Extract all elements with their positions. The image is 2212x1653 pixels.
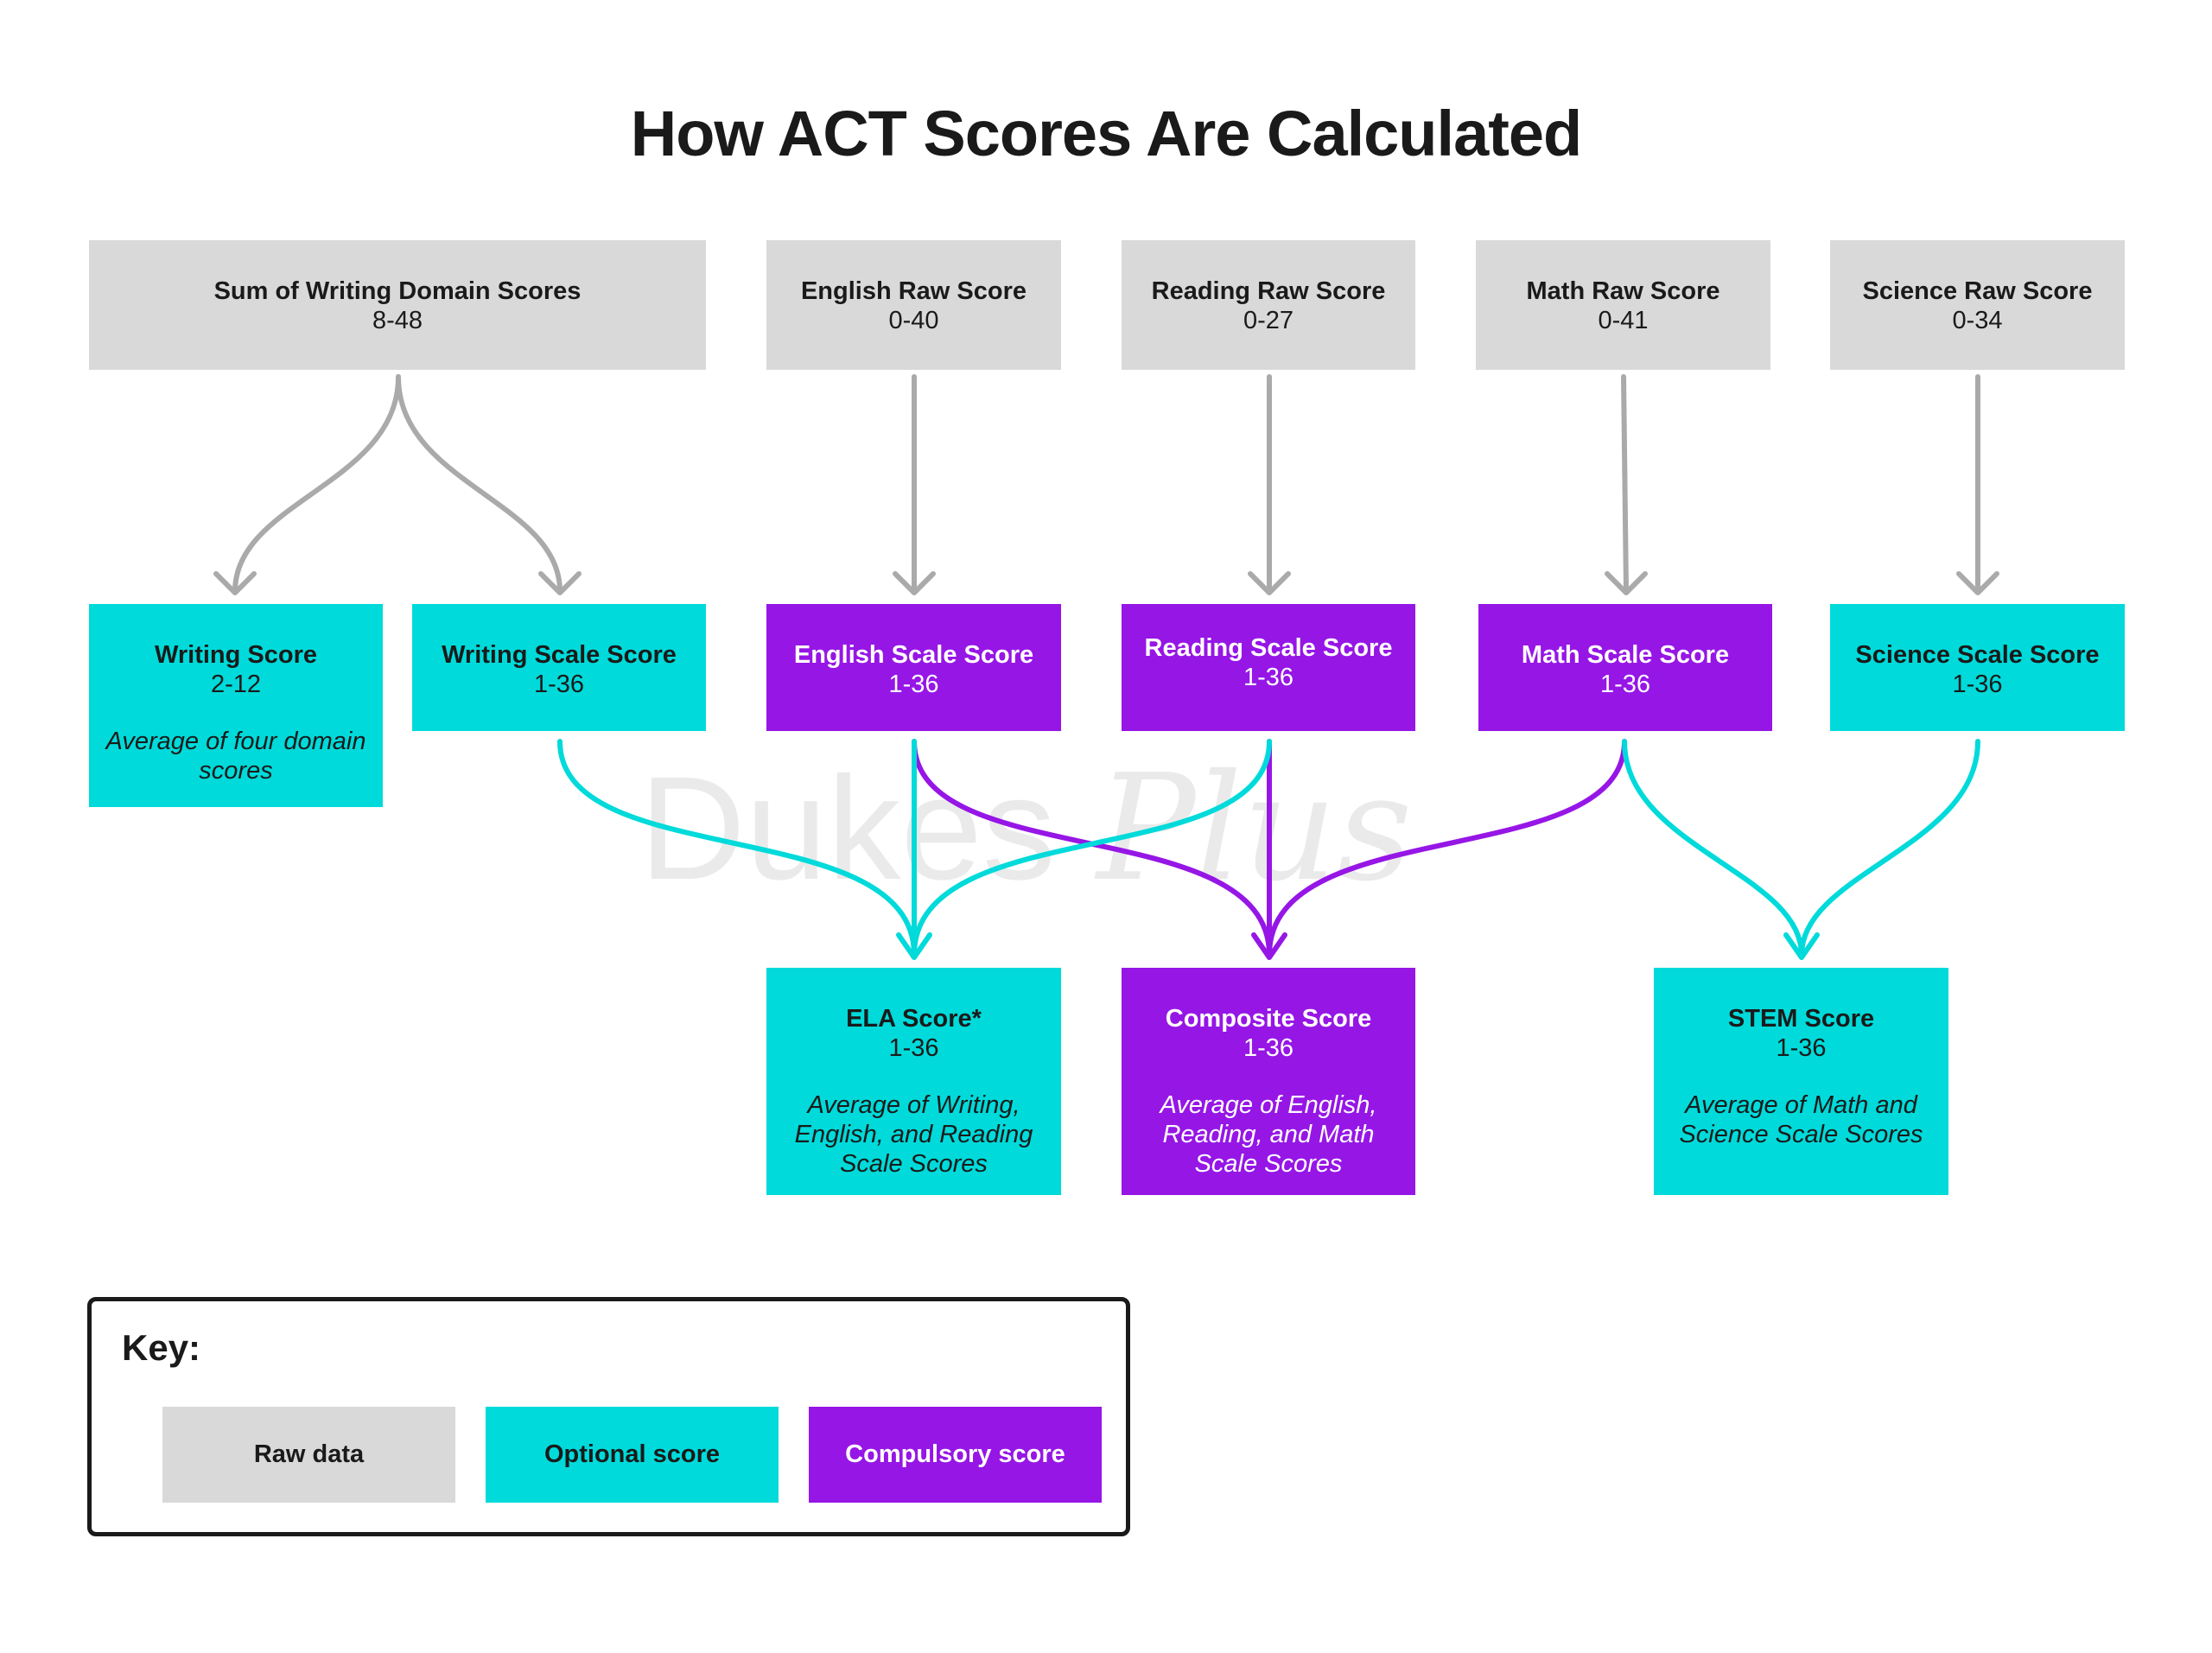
arrow-math-raw [1621, 374, 1629, 594]
box-range: 0-40 [888, 307, 939, 334]
arrowhead [1605, 571, 1648, 595]
arrow-science-to-stem [1799, 739, 1980, 957]
arrowhead [1783, 932, 1820, 960]
key-item-raw-data: Raw data [162, 1407, 455, 1503]
final-box-stem: STEM Score 1-36 Average of Math and Scie… [1654, 968, 1948, 1195]
box-title: Reading Raw Score [1151, 277, 1386, 305]
raw-box-writing-domain: Sum of Writing Domain Scores 8-48 [89, 240, 706, 370]
box-title: Writing Score [155, 641, 317, 669]
raw-box-math: Math Raw Score 0-41 [1476, 240, 1770, 370]
box-description: Average of English, Reading, and Math Sc… [1160, 1091, 1377, 1178]
arrowhead [1251, 932, 1287, 960]
box-title: Writing Scale Score [442, 641, 677, 669]
arrow-math-to-stem [1622, 739, 1804, 957]
final-box-composite: Composite Score 1-36 Average of English,… [1122, 968, 1415, 1195]
scale-box-writing-score: Writing Score 2-12 Average of four domai… [89, 604, 383, 807]
box-range: 1-36 [1243, 1034, 1294, 1062]
box-range: 1-36 [533, 671, 585, 698]
box-range: 0-27 [1243, 307, 1294, 334]
scale-box-science: Science Scale Score 1-36 [1830, 604, 2125, 731]
legend-key: Key: Raw data Optional score Compulsory … [87, 1297, 1130, 1536]
arrowhead [1956, 571, 1999, 595]
arrow-math-to-composite [1267, 739, 1627, 957]
box-title: Science Raw Score [1862, 277, 2093, 305]
arrow-domain-to-writing-score [232, 374, 401, 594]
box-title: Reading Scale Score [1144, 634, 1393, 662]
arrowhead [896, 932, 932, 960]
box-range: 1-36 [1599, 671, 1651, 698]
scale-box-writing-scale: Writing Scale Score 1-36 [412, 604, 706, 731]
raw-box-english: English Raw Score 0-40 [766, 240, 1061, 370]
arrowhead [213, 571, 257, 595]
key-item-optional-score: Optional score [486, 1407, 779, 1503]
box-title: STEM Score [1727, 1005, 1875, 1033]
arrow-reading-to-ela [912, 739, 1272, 957]
box-range: 1-36 [1952, 671, 2003, 698]
final-box-ela: ELA Score* 1-36 Average of Writing, Engl… [766, 968, 1061, 1195]
key-title: Key: [122, 1327, 201, 1368]
page-title: How ACT Scores Are Calculated [630, 98, 1582, 169]
box-title: English Raw Score [800, 277, 1027, 305]
arrowhead [893, 571, 936, 595]
box-title: Composite Score [1165, 1005, 1372, 1033]
box-title: Sum of Writing Domain Scores [213, 277, 582, 305]
box-range: 1-36 [1776, 1034, 1827, 1062]
key-item-compulsory-score: Compulsory score [809, 1407, 1102, 1503]
box-range: 1-36 [888, 1034, 939, 1062]
arrowhead [1248, 571, 1291, 595]
box-range: 8-48 [372, 307, 423, 334]
arrowhead [538, 571, 582, 595]
raw-box-science: Science Raw Score 0-34 [1830, 240, 2125, 370]
box-title: Science Scale Score [1855, 641, 2100, 669]
scale-box-math: Math Scale Score 1-36 [1478, 604, 1772, 731]
box-range: 0-34 [1952, 307, 2003, 334]
box-description: Average of four domain scores [105, 728, 366, 785]
arrow-writing-to-ela [557, 739, 917, 957]
box-description: Average of Math and Science Scale Scores [1679, 1091, 1923, 1148]
box-range: 2-12 [210, 671, 262, 698]
arrow-domain-to-writing-scale [396, 374, 563, 594]
box-title: Math Raw Score [1526, 277, 1720, 305]
scale-box-english: English Scale Score 1-36 [766, 604, 1061, 731]
scale-box-reading: Reading Scale Score 1-36 [1122, 604, 1415, 731]
box-title: Math Scale Score [1521, 641, 1730, 669]
box-range: 1-36 [1243, 664, 1294, 691]
arrow-english-to-composite [912, 739, 1272, 957]
raw-box-reading: Reading Raw Score 0-27 [1122, 240, 1415, 370]
box-description: Average of Writing, English, and Reading… [794, 1091, 1033, 1178]
box-range: 1-36 [888, 671, 939, 698]
box-range: 0-41 [1598, 307, 1649, 334]
box-title: ELA Score* [846, 1005, 982, 1033]
box-title: English Scale Score [793, 641, 1034, 669]
